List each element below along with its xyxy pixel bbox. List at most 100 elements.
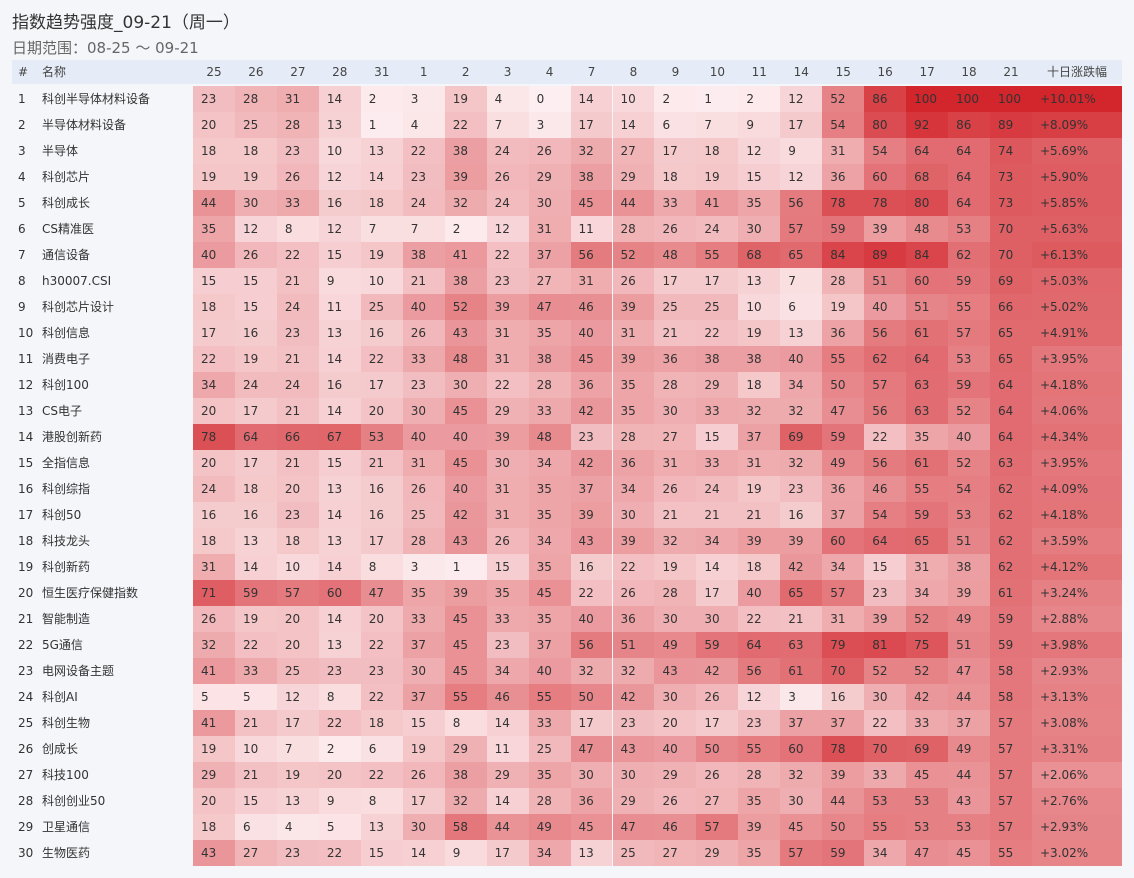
column-header: 15 [835, 65, 851, 79]
row-name: 电网设备主题 [42, 664, 115, 678]
heat-cell: 33 [276, 190, 319, 216]
heat-cell: 60 [822, 528, 865, 554]
heat-cell: 62 [990, 502, 1032, 528]
heat-cell: 25 [696, 294, 739, 320]
heat-cell: 65 [990, 346, 1032, 372]
heat-cell: 6 [654, 112, 697, 138]
heat-cell: 40 [444, 424, 487, 450]
heat-cell: 48 [654, 242, 697, 268]
heat-cell: 56 [864, 398, 907, 424]
heat-cell: 22 [444, 112, 487, 138]
heat-cell: 47 [948, 658, 991, 684]
heat-cell: 47 [822, 398, 865, 424]
heat-cell: 7 [360, 216, 403, 242]
heat-cell: 4 [276, 814, 319, 840]
heat-cell: 100 [990, 86, 1032, 112]
heat-cell: 35 [528, 762, 571, 788]
heat-cell: 23 [570, 424, 613, 450]
heat-cell: 53 [906, 788, 949, 814]
heat-cell: 39 [738, 814, 781, 840]
row-name: 科创成长 [42, 196, 91, 210]
heat-cell: 14 [234, 554, 277, 580]
row-index: 23 [18, 664, 34, 678]
heat-cell: 13 [318, 320, 361, 346]
heat-cell: 22 [612, 554, 655, 580]
heat-cell: 39 [612, 294, 655, 320]
heat-cell: 33 [654, 190, 697, 216]
heat-cell: 30 [612, 502, 655, 528]
heat-cell: 55 [990, 840, 1032, 866]
heat-cell: 31 [612, 320, 655, 346]
heat-cell: 35 [738, 788, 781, 814]
heat-cell: 14 [318, 346, 361, 372]
row-index: 27 [18, 768, 34, 782]
row-name: 科创50 [42, 508, 82, 522]
heat-cell: 29 [486, 398, 529, 424]
heat-cell: 42 [612, 684, 655, 710]
heat-cell: 21 [780, 606, 823, 632]
heat-cell: 10 [234, 736, 277, 762]
heat-cell: 60 [318, 580, 361, 606]
change-cell: +5.69% [1032, 138, 1122, 164]
heat-cell: 15 [486, 554, 529, 580]
heat-cell: 18 [696, 138, 739, 164]
heat-cell: 26 [696, 762, 739, 788]
change-cell: +3.59% [1032, 528, 1122, 554]
heat-cell: 63 [906, 398, 949, 424]
heat-cell: 23 [318, 658, 361, 684]
heat-cell: 16 [193, 502, 235, 528]
heat-cell: 2 [738, 86, 781, 112]
change-cell: +4.09% [1032, 476, 1122, 502]
heat-cell: 59 [948, 372, 991, 398]
heat-cell: 16 [780, 502, 823, 528]
heat-cell: 18 [193, 294, 235, 320]
change-cell: +3.13% [1032, 684, 1122, 710]
heat-cell: 13 [360, 814, 403, 840]
heat-cell: 34 [528, 840, 571, 866]
heat-cell: 45 [444, 632, 487, 658]
heat-cell: 45 [948, 840, 991, 866]
heat-cell: 29 [193, 762, 235, 788]
heat-cell: 9 [738, 112, 781, 138]
heat-cell: 22 [318, 840, 361, 866]
change-cell: +10.01% [1032, 86, 1122, 112]
row-index: 22 [18, 638, 34, 652]
column-header: 2 [461, 65, 470, 79]
heat-cell: 57 [780, 840, 823, 866]
heat-cell: 25 [234, 112, 277, 138]
heat-cell: 64 [738, 632, 781, 658]
heat-cell: 44 [948, 762, 991, 788]
heat-cell: 17 [402, 788, 445, 814]
heat-cell: 23 [486, 632, 529, 658]
heat-cell: 7 [696, 112, 739, 138]
heat-cell: 39 [864, 216, 907, 242]
heat-cell: 31 [528, 216, 571, 242]
change-cell: +3.24% [1032, 580, 1122, 606]
heat-cell: 57 [990, 762, 1032, 788]
heat-cell: 57 [696, 814, 739, 840]
heat-cell: 43 [193, 840, 235, 866]
heat-cell: 10 [318, 138, 361, 164]
heat-cell: 28 [654, 372, 697, 398]
heat-cell: 20 [360, 606, 403, 632]
row-index: 2 [18, 118, 26, 132]
heat-cell: 28 [528, 372, 571, 398]
heat-cell: 4 [486, 86, 529, 112]
row-name: 半导体材料设备 [42, 118, 127, 132]
heat-cell: 45 [444, 658, 487, 684]
row-name: 科创新药 [42, 560, 91, 574]
heat-cell: 36 [822, 476, 865, 502]
row-index: 4 [18, 170, 26, 184]
change-cell: +4.91% [1032, 320, 1122, 346]
change-cell: +4.18% [1032, 502, 1122, 528]
heat-cell: 55 [444, 684, 487, 710]
heat-cell: 32 [780, 398, 823, 424]
heat-cell: 1 [360, 112, 403, 138]
row-index: 26 [18, 742, 34, 756]
heat-cell: 54 [864, 502, 907, 528]
row-name: 科创100 [42, 378, 89, 392]
row-name: 科创综指 [42, 482, 91, 496]
heat-cell: 46 [486, 684, 529, 710]
column-header: 9 [671, 65, 680, 79]
heat-cell: 24 [486, 138, 529, 164]
